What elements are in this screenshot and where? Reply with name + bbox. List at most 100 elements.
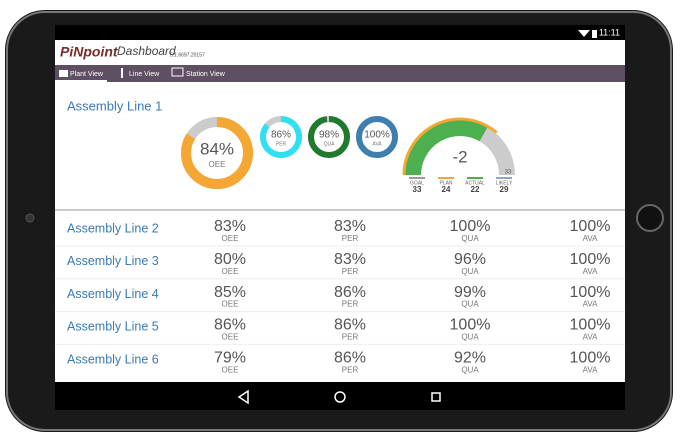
legend-label: LIKELY (496, 180, 513, 186)
line-name[interactable]: Assembly Line 6 (67, 352, 159, 366)
metric-value: 100% (450, 218, 491, 235)
gauge-delta: -2 (452, 147, 467, 166)
metric-label: PER (342, 333, 359, 342)
metric-value: 100% (364, 130, 390, 141)
legend-swatch (409, 177, 425, 179)
metric-value: 98% (319, 130, 339, 141)
screen (55, 25, 625, 410)
back-button[interactable] (237, 389, 249, 405)
legend-swatch (467, 177, 483, 179)
metric-value: 83% (334, 251, 366, 268)
metric-label: OEE (209, 160, 226, 169)
tablet-edge (6, 11, 672, 431)
line-name[interactable]: Assembly Line 4 (67, 287, 159, 301)
gauge-plan (402, 117, 498, 176)
home-button[interactable] (636, 204, 664, 232)
gauge-max: 33 (505, 170, 512, 176)
legend-label: GOAL (410, 180, 424, 186)
metric-label: AVA (372, 141, 382, 147)
legend-value: 33 (413, 185, 422, 194)
legend-value: 24 (442, 185, 451, 194)
metric-value: 100% (570, 284, 611, 301)
tab[interactable]: Line View (129, 71, 160, 78)
donut-arc (181, 117, 253, 189)
camera (25, 213, 35, 223)
metric-label: PER (342, 234, 359, 243)
active-tab-indicator (55, 80, 107, 82)
metric-value: 100% (450, 317, 491, 334)
legend-swatch (496, 177, 512, 179)
dashboard-content: 84%OEE86%PER98%QUA100%AVA-233GOAL33PLAN2… (55, 116, 625, 374)
metric-label: PER (342, 300, 359, 309)
metric-value: 96% (454, 251, 486, 268)
donut-arc (308, 116, 350, 158)
donut-arc (356, 116, 398, 158)
metric-value: 80% (214, 251, 246, 268)
tab[interactable]: Plant View (70, 71, 104, 78)
metric-value: 100% (570, 349, 611, 366)
legend-swatch (438, 177, 454, 179)
wifi-icon (578, 30, 590, 37)
metric-value: 100% (570, 317, 611, 334)
metric-label: AVA (583, 234, 598, 243)
metric-value: 100% (570, 218, 611, 235)
legend-label: ACTUAL (465, 180, 485, 186)
metric-value: 83% (334, 218, 366, 235)
metric-value: 85% (214, 284, 246, 301)
app-header (55, 40, 625, 65)
line-name[interactable]: Assembly Line 3 (67, 254, 159, 268)
metric-label: QUA (461, 333, 479, 342)
battery-icon (592, 30, 597, 38)
legend-value: 29 (500, 185, 509, 194)
legend-label: PLAN (439, 180, 452, 186)
metric-label: QUA (461, 267, 479, 276)
metric-value: 83% (214, 218, 246, 235)
metric-value: 86% (334, 317, 366, 334)
page-title: Dashboard (117, 44, 176, 58)
metric-value: 86% (334, 284, 366, 301)
metric-label: OEE (222, 365, 239, 374)
station-icon (171, 67, 184, 77)
version: 5.1.6697.20157 (170, 52, 205, 58)
gauge-actual (405, 120, 488, 176)
metric-value: 86% (271, 130, 291, 141)
metric-value: 100% (570, 251, 611, 268)
metric-label: PER (342, 365, 359, 374)
recents-button[interactable] (431, 392, 441, 402)
metric-value: 99% (454, 284, 486, 301)
donut-arc (260, 116, 302, 158)
metric-label: QUA (324, 141, 336, 147)
metric-label: OEE (222, 333, 239, 342)
line-name[interactable]: Assembly Line 2 (67, 221, 159, 235)
status-bar (55, 25, 625, 40)
android-nav-bar (55, 382, 625, 410)
clock: 11:11 (599, 27, 620, 37)
metric-label: QUA (461, 234, 479, 243)
metric-label: OEE (222, 234, 239, 243)
home-nav-button[interactable] (334, 391, 346, 403)
metric-value: 86% (214, 317, 246, 334)
metric-label: OEE (222, 267, 239, 276)
metric-value: 79% (214, 349, 246, 366)
metric-label: AVA (583, 300, 598, 309)
metric-label: PER (342, 267, 359, 276)
metric-value: 92% (454, 349, 486, 366)
metric-label: OEE (222, 300, 239, 309)
metric-label: AVA (583, 267, 598, 276)
metric-label: QUA (461, 300, 479, 309)
plant-icon (59, 70, 68, 77)
metric-label: QUA (461, 365, 479, 374)
metric-value: 84% (200, 139, 234, 158)
metric-label: PER (276, 141, 287, 147)
metric-label: AVA (583, 365, 598, 374)
logo: PiNpoint (60, 44, 119, 60)
metric-label: AVA (583, 333, 598, 342)
metric-value: 86% (334, 349, 366, 366)
tab[interactable]: Station View (186, 71, 226, 78)
legend-value: 22 (471, 185, 480, 194)
line-icon (121, 68, 123, 78)
line-name[interactable]: Assembly Line 5 (67, 320, 159, 334)
nav-bar (55, 65, 625, 82)
line-name[interactable]: Assembly Line 1 (67, 98, 162, 113)
